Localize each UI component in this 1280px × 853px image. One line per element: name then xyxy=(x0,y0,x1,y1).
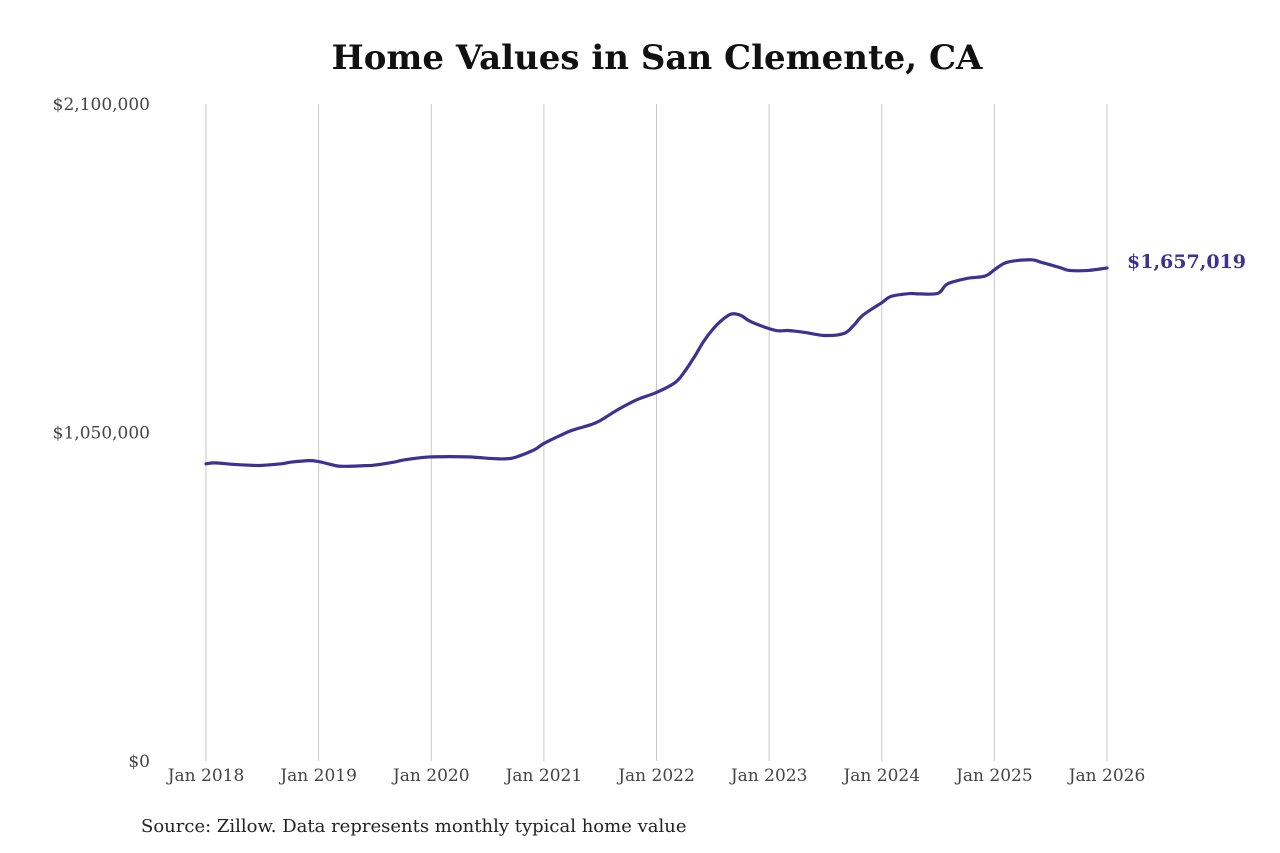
x-tick-label-3: Jan 2021 xyxy=(504,766,583,786)
x-tick-label-7: Jan 2025 xyxy=(954,766,1033,786)
grid-lines xyxy=(205,104,1108,761)
series-line-0 xyxy=(204,258,1109,468)
x-tick-label-4: Jan 2022 xyxy=(616,766,695,786)
x-tick-label-8: Jan 2026 xyxy=(1067,766,1146,786)
source-note: Source: Zillow. Data represents monthly … xyxy=(141,816,687,837)
x-tick-label-2: Jan 2020 xyxy=(391,766,470,786)
line-chart: $0$1,050,000$2,100,000 Jan 2018 Jan 2019 J… xyxy=(53,95,1246,786)
y-tick-label-0: $0 xyxy=(128,752,150,772)
x-tick-label-1: Jan 2019 xyxy=(278,766,357,786)
y-axis-ticks: $0 $1,050,000 $2,100,000 xyxy=(53,95,150,772)
x-tick-label-5: Jan 2023 xyxy=(729,766,808,786)
x-axis-ticks: Jan 2018 Jan 2019 Jan 2020 Jan 2021 Jan 2022… xyxy=(166,766,1146,786)
end-label-layer: $1,657,019 xyxy=(1127,251,1246,273)
end-value-label: $1,657,019 xyxy=(1127,251,1246,273)
chart-title: Home Values in San Clemente, CA xyxy=(331,38,983,78)
y-tick-label-2: $2,100,000 xyxy=(53,95,150,115)
x-tick-label-6: Jan 2024 xyxy=(841,766,920,786)
x-tick-label-0: Jan 2018 xyxy=(166,766,245,786)
series-layer xyxy=(204,258,1109,468)
y-tick-label-1: $1,050,000 xyxy=(53,424,150,444)
